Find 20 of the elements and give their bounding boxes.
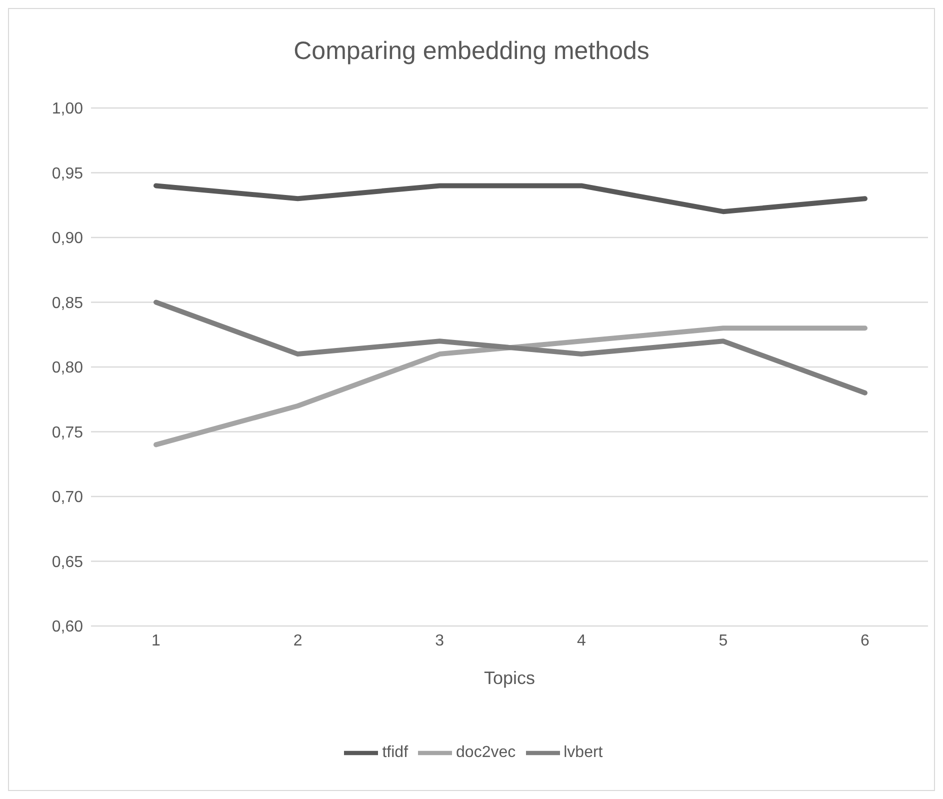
- y-tick-label: 0,80: [52, 360, 84, 377]
- y-tick-label: 0,90: [52, 230, 84, 248]
- chart-title: Comparing embedding methods: [292, 37, 650, 66]
- x-tick-label: 2: [293, 632, 302, 650]
- legend-label: lvbert: [564, 744, 603, 762]
- y-tick-label: 0,75: [52, 424, 84, 442]
- y-tick-label: 0,70: [52, 489, 84, 506]
- x-tick-label: 5: [718, 632, 728, 650]
- legend-label: tfidf: [382, 744, 408, 762]
- x-tick-label: 1: [152, 632, 161, 650]
- y-tick-label: 0,60: [52, 618, 84, 636]
- y-tick-label: 0,85: [52, 294, 84, 312]
- y-tick-label: 0,65: [52, 554, 84, 571]
- x-tick-label: 6: [860, 632, 870, 650]
- x-tick-label: 4: [576, 632, 586, 650]
- legend-label: doc2vec: [456, 744, 516, 762]
- y-tick-label: 1,00: [52, 100, 84, 118]
- x-tick-label: 3: [435, 632, 444, 650]
- x-axis-title: Topics: [484, 668, 536, 688]
- y-tick-label: 0,95: [52, 165, 84, 182]
